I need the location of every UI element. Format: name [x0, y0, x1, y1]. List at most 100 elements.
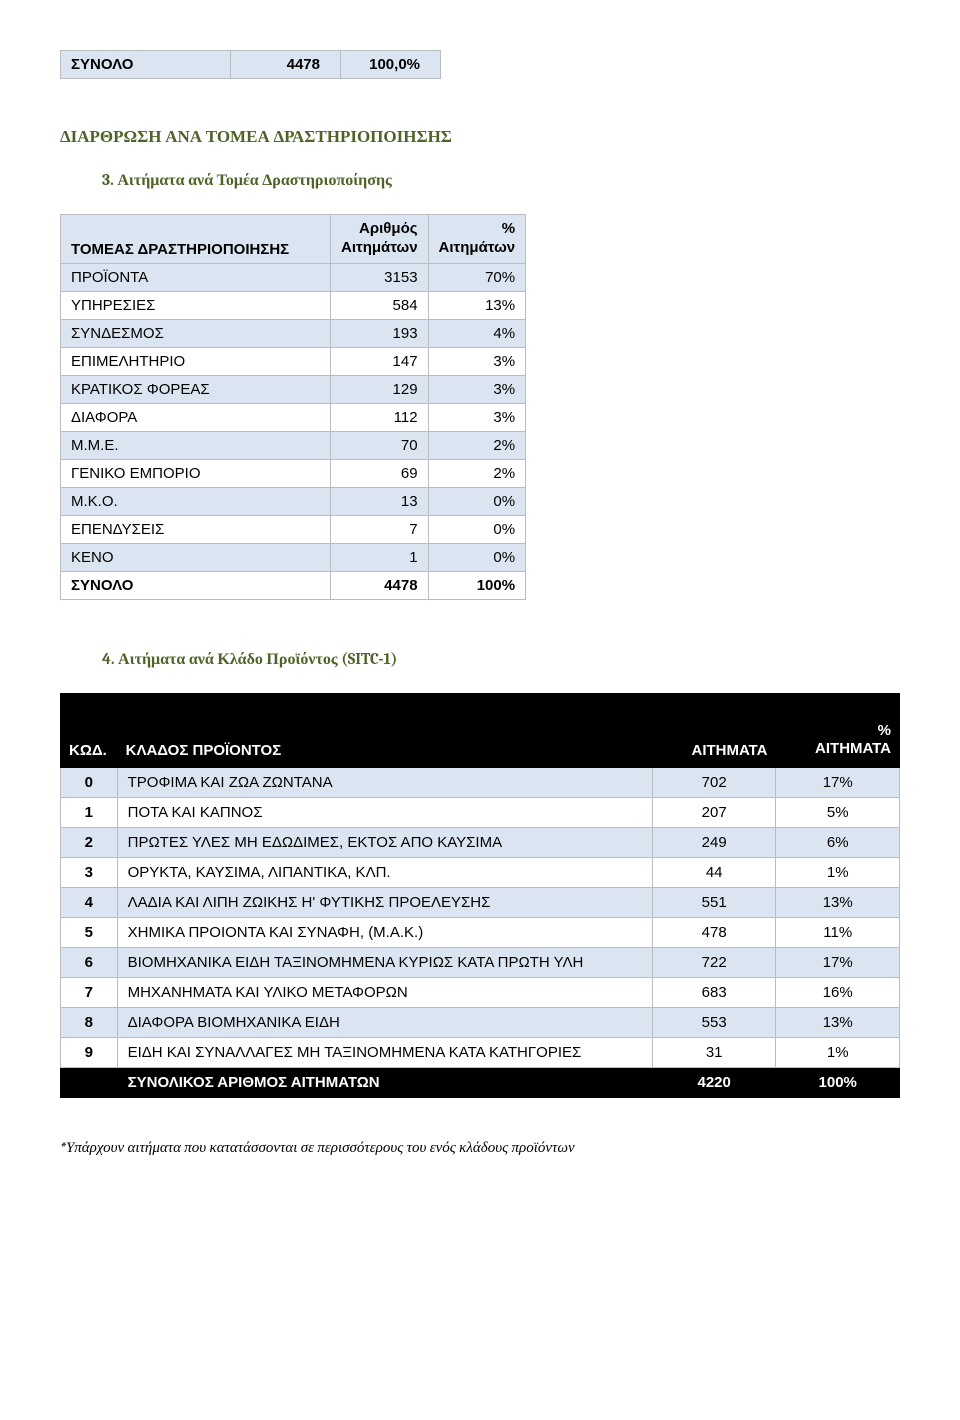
table-row: 5ΧΗΜΙΚΑ ΠΡΟΙΟΝΤΑ ΚΑΙ ΣΥΝΑΦΗ, (Μ.Α.Κ.)478… [61, 918, 900, 948]
product-label: ΒΙΟΜΗΧΑΝΙΚΑ ΕΙΔΗ ΤΑΞΙΝΟΜΗΜΕΝΑ ΚΥΡΙΩΣ ΚΑΤ… [117, 948, 652, 978]
product-p: 16% [776, 978, 900, 1008]
sector-num: 1 [331, 543, 429, 571]
sector-pct: 0% [428, 487, 526, 515]
sector-num: 584 [331, 291, 429, 319]
product-code: 8 [61, 1008, 118, 1038]
sector-name: Μ.Μ.Ε. [61, 431, 331, 459]
product-header-a: ΑΙΤΗΜΑΤΑ [652, 693, 776, 768]
product-p: 13% [776, 1008, 900, 1038]
product-p: 5% [776, 798, 900, 828]
product-code: 2 [61, 828, 118, 858]
table-row: 1ΠΟΤΑ ΚΑΙ ΚΑΠΝΟΣ2075% [61, 798, 900, 828]
section-subheading-1: 3. Αιτήματα ανά Τομέα Δραστηριοποίησης [102, 171, 900, 190]
product-label: ΠΟΤΑ ΚΑΙ ΚΑΠΝΟΣ [117, 798, 652, 828]
sector-pct: 2% [428, 459, 526, 487]
sector-total-num: 4478 [331, 571, 429, 599]
table-row: 6ΒΙΟΜΗΧΑΝΙΚΑ ΕΙΔΗ ΤΑΞΙΝΟΜΗΜΕΝΑ ΚΥΡΙΩΣ ΚΑ… [61, 948, 900, 978]
sector-pct: 70% [428, 263, 526, 291]
sector-name: ΣΥΝΔΕΣΜΟΣ [61, 319, 331, 347]
product-code: 4 [61, 888, 118, 918]
product-label: ΛΑΔΙΑ ΚΑΙ ΛΙΠΗ ΖΩΙΚΗΣ Η' ΦΥΤΙΚΗΣ ΠΡΟΕΛΕΥ… [117, 888, 652, 918]
sector-name: ΥΠΗΡΕΣΙΕΣ [61, 291, 331, 319]
product-label: ΧΗΜΙΚΑ ΠΡΟΙΟΝΤΑ ΚΑΙ ΣΥΝΑΦΗ, (Μ.Α.Κ.) [117, 918, 652, 948]
table-row: 2ΠΡΩΤΕΣ ΥΛΕΣ ΜΗ ΕΔΩΔΙΜΕΣ, ΕΚΤΟΣ ΑΠΟ ΚΑΥΣ… [61, 828, 900, 858]
product-p: 11% [776, 918, 900, 948]
sector-pct: 13% [428, 291, 526, 319]
product-code: 7 [61, 978, 118, 1008]
table-row: ΥΠΗΡΕΣΙΕΣ58413% [61, 291, 526, 319]
product-a: 683 [652, 978, 776, 1008]
product-code: 1 [61, 798, 118, 828]
table-row: ΔΙΑΦΟΡΑ1123% [61, 403, 526, 431]
product-a: 44 [652, 858, 776, 888]
product-header-p: %ΑΙΤΗΜΑΤΑ [776, 693, 900, 768]
sector-table: ΤΟΜΕΑΣ ΔΡΑΣΤΗΡΙΟΠΟΙΗΣΗΣ ΑριθμόςΑιτημάτων… [60, 214, 526, 600]
product-a: 207 [652, 798, 776, 828]
sector-num: 70 [331, 431, 429, 459]
sector-pct: 3% [428, 375, 526, 403]
sector-header-num: ΑριθμόςΑιτημάτων [331, 215, 429, 264]
table-row: 3ΟΡΥΚΤΑ, ΚΑΥΣΙΜΑ, ΛΙΠΑΝΤΙΚΑ, ΚΛΠ.441% [61, 858, 900, 888]
product-a: 249 [652, 828, 776, 858]
product-code: 3 [61, 858, 118, 888]
sector-pct: 0% [428, 515, 526, 543]
product-total-row: ΣΥΝΟΛΙΚΟΣ ΑΡΙΘΜΟΣ ΑΙΤΗΜΑΤΩΝ4220100% [61, 1068, 900, 1098]
summary-label: ΣΥΝΟΛΟ [61, 51, 231, 79]
product-total-empty [61, 1068, 118, 1098]
sector-num: 13 [331, 487, 429, 515]
product-header-label: ΚΛΑΔΟΣ ΠΡΟΪΟΝΤΟΣ [117, 693, 652, 768]
product-table: ΚΩΔ. ΚΛΑΔΟΣ ΠΡΟΪΟΝΤΟΣ ΑΙΤΗΜΑΤΑ %ΑΙΤΗΜΑΤΑ… [60, 693, 900, 1099]
section-heading-1: ΔΙΑΡΘΡΩΣΗ ΑΝΑ ΤΟΜΕΑ ΔΡΑΣΤΗΡΙΟΠΟΙΗΣΗΣ [60, 127, 900, 147]
product-label: ΟΡΥΚΤΑ, ΚΑΥΣΙΜΑ, ΛΙΠΑΝΤΙΚΑ, ΚΛΠ. [117, 858, 652, 888]
table-row: 4ΛΑΔΙΑ ΚΑΙ ΛΙΠΗ ΖΩΙΚΗΣ Η' ΦΥΤΙΚΗΣ ΠΡΟΕΛΕ… [61, 888, 900, 918]
table-row: ΕΠΕΝΔΥΣΕΙΣ70% [61, 515, 526, 543]
product-label: ΜΗΧΑΝΗΜΑΤΑ ΚΑΙ ΥΛΙΚΟ ΜΕΤΑΦΟΡΩΝ [117, 978, 652, 1008]
sector-pct: 4% [428, 319, 526, 347]
product-a: 702 [652, 768, 776, 798]
product-code: 9 [61, 1038, 118, 1068]
sector-total-label: ΣΥΝΟΛΟ [61, 571, 331, 599]
product-a: 551 [652, 888, 776, 918]
product-a: 31 [652, 1038, 776, 1068]
sector-name: ΕΠΙΜΕΛΗΤΗΡΙΟ [61, 347, 331, 375]
product-label: ΠΡΩΤΕΣ ΥΛΕΣ ΜΗ ΕΔΩΔΙΜΕΣ, ΕΚΤΟΣ ΑΠΟ ΚΑΥΣΙ… [117, 828, 652, 858]
sector-num: 7 [331, 515, 429, 543]
product-p: 1% [776, 1038, 900, 1068]
section-subheading-2: 4. Αιτήματα ανά Κλάδο Προϊόντος (SITC-1) [102, 650, 900, 669]
sector-num: 112 [331, 403, 429, 431]
sector-total-row: ΣΥΝΟΛΟ4478100% [61, 571, 526, 599]
sector-name: ΔΙΑΦΟΡΑ [61, 403, 331, 431]
table-row: Μ.Μ.Ε.702% [61, 431, 526, 459]
sector-name: ΠΡΟΪΟΝΤΑ [61, 263, 331, 291]
footnote: *Υπάρχουν αιτήματα που κατατάσσονται σε … [60, 1138, 900, 1157]
sector-num: 69 [331, 459, 429, 487]
sector-header-name: ΤΟΜΕΑΣ ΔΡΑΣΤΗΡΙΟΠΟΙΗΣΗΣ [61, 215, 331, 264]
sector-name: ΚΕΝΟ [61, 543, 331, 571]
sector-pct: 3% [428, 347, 526, 375]
product-a: 478 [652, 918, 776, 948]
product-a: 553 [652, 1008, 776, 1038]
product-a: 722 [652, 948, 776, 978]
summary-table: ΣΥΝΟΛΟ 4478 100,0% [60, 50, 441, 79]
product-code: 5 [61, 918, 118, 948]
product-label: ΤΡΟΦΙΜΑ ΚΑΙ ΖΩΑ ΖΩΝΤΑΝΑ [117, 768, 652, 798]
table-row: ΕΠΙΜΕΛΗΤΗΡΙΟ1473% [61, 347, 526, 375]
sector-name: ΓΕΝΙΚΟ ΕΜΠΟΡΙΟ [61, 459, 331, 487]
table-row: ΓΕΝΙΚΟ ΕΜΠΟΡΙΟ692% [61, 459, 526, 487]
sector-num: 3153 [331, 263, 429, 291]
table-row: 8ΔΙΑΦΟΡΑ ΒΙΟΜΗΧΑΝΙΚΑ ΕΙΔΗ55313% [61, 1008, 900, 1038]
product-code: 0 [61, 768, 118, 798]
table-row: ΚΡΑΤΙΚΟΣ ΦΟΡΕΑΣ1293% [61, 375, 526, 403]
table-row: ΚΕΝΟ10% [61, 543, 526, 571]
table-row: Μ.Κ.Ο.130% [61, 487, 526, 515]
sector-pct: 3% [428, 403, 526, 431]
table-row: ΣΥΝΔΕΣΜΟΣ1934% [61, 319, 526, 347]
sector-num: 147 [331, 347, 429, 375]
sector-name: ΚΡΑΤΙΚΟΣ ΦΟΡΕΑΣ [61, 375, 331, 403]
product-p: 1% [776, 858, 900, 888]
sector-name: ΕΠΕΝΔΥΣΕΙΣ [61, 515, 331, 543]
sector-pct: 0% [428, 543, 526, 571]
product-label: ΔΙΑΦΟΡΑ ΒΙΟΜΗΧΑΝΙΚΑ ΕΙΔΗ [117, 1008, 652, 1038]
sector-num: 193 [331, 319, 429, 347]
sector-header-pct: %Αιτημάτων [428, 215, 526, 264]
